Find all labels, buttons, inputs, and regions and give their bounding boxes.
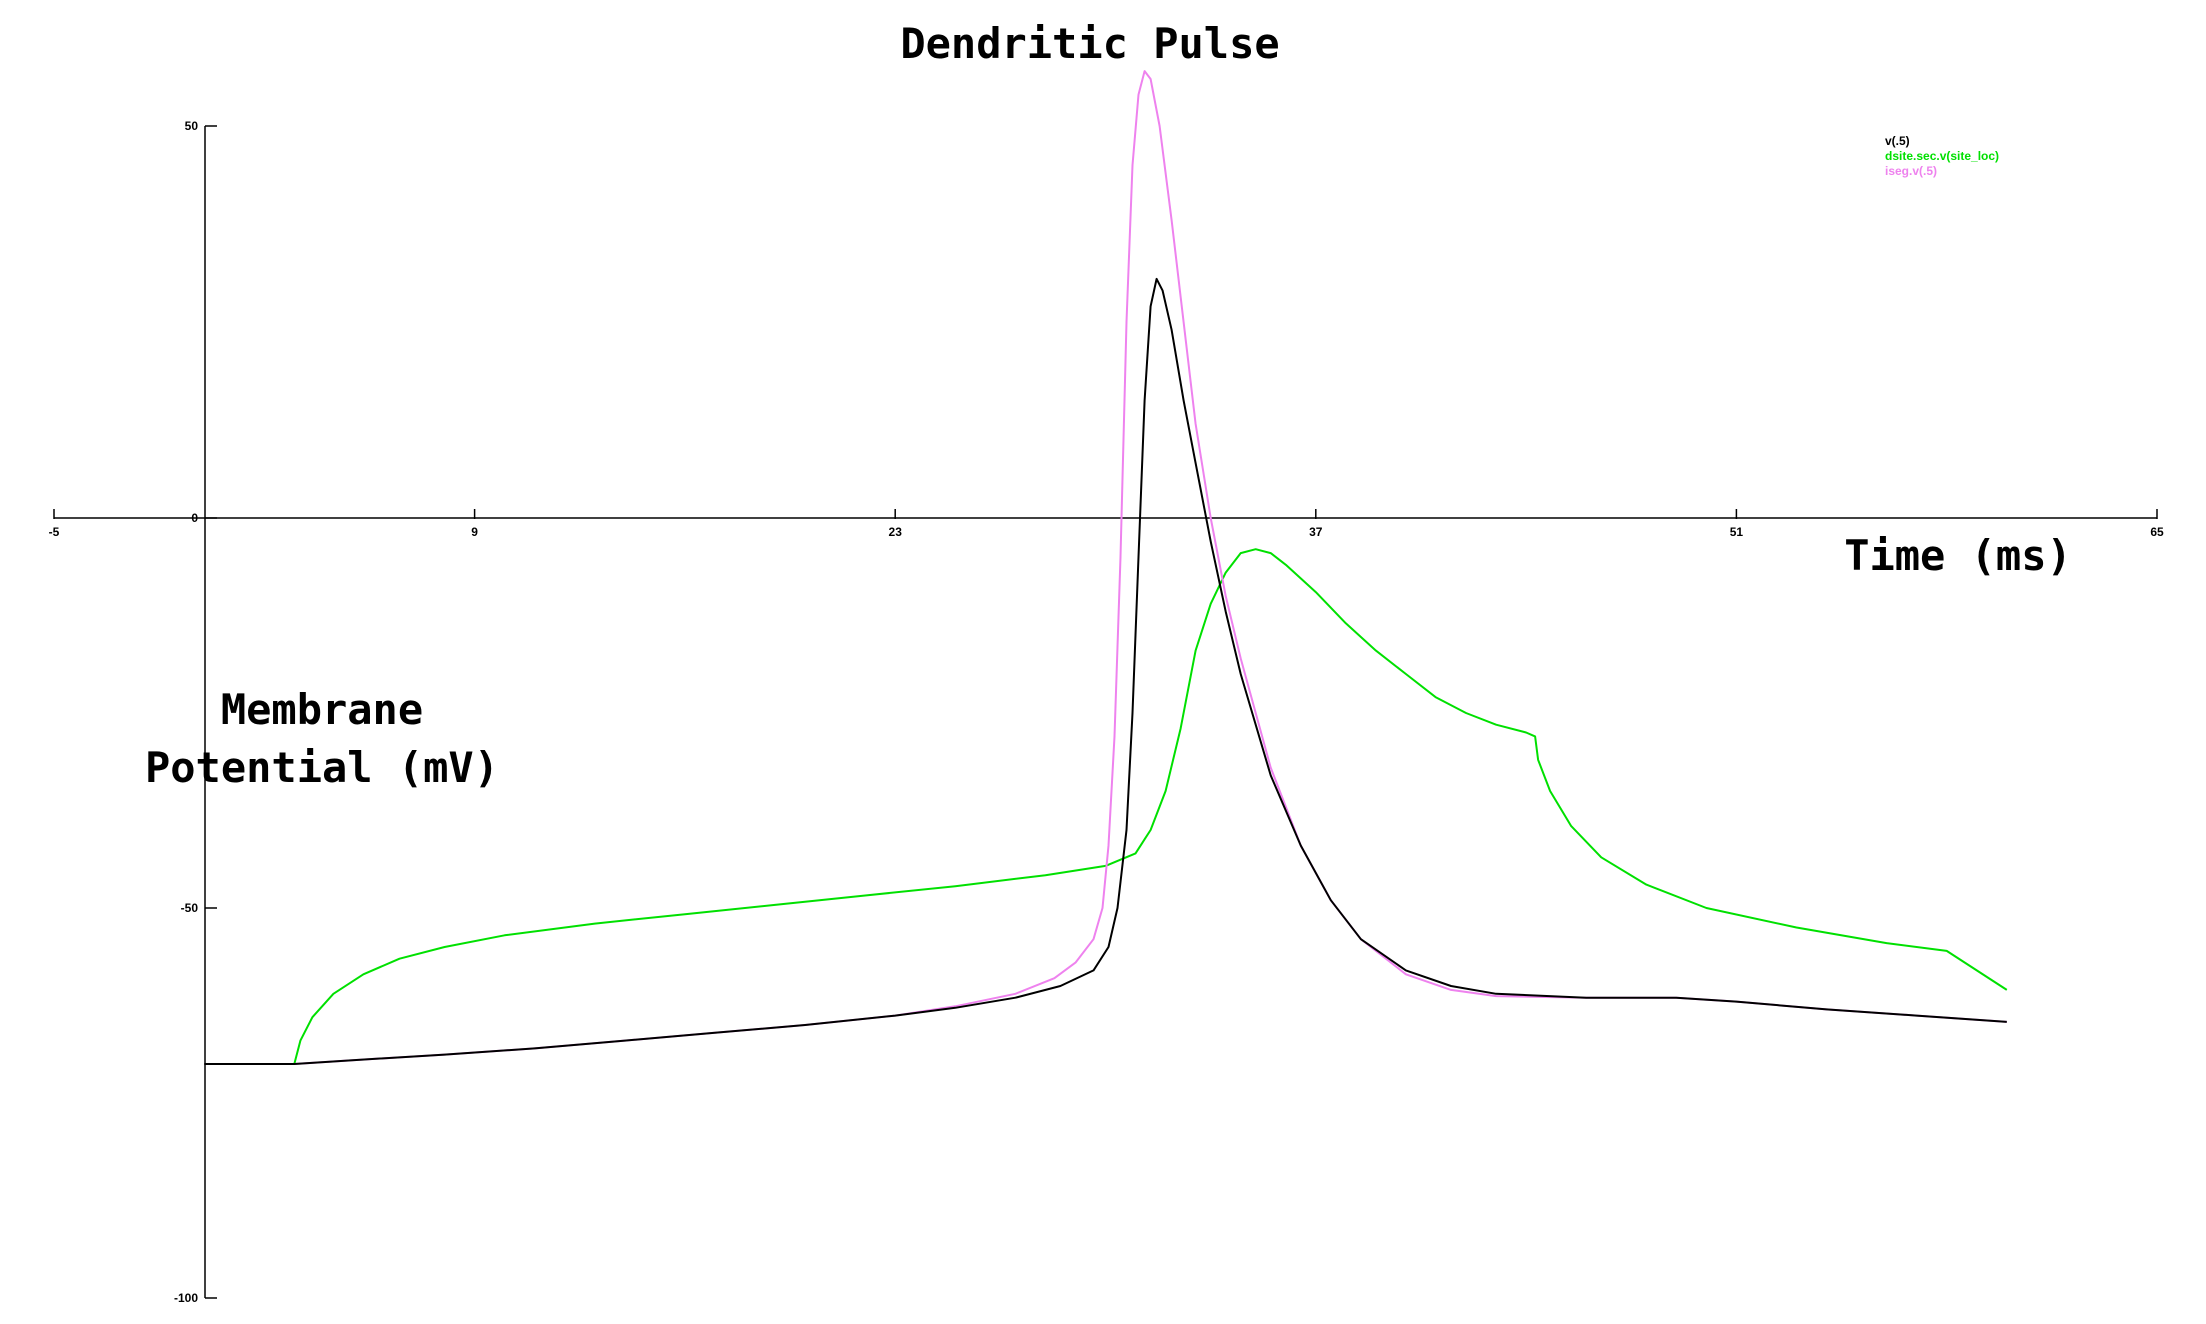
legend: v(.5)dsite.sec.v(site_loc)iseg.v(.5) <box>1885 134 1999 178</box>
series-line-1 <box>204 548 2008 1065</box>
x-tick-label: -5 <box>49 525 60 539</box>
series-layer <box>204 70 2008 1065</box>
y-tick-label: -50 <box>181 901 199 915</box>
x-tick-label: 9 <box>471 525 478 539</box>
y-axis-label-line-2: Potential (mV) <box>145 743 499 792</box>
y-axis-label-line-1: Membrane <box>221 685 423 734</box>
chart-title: Dendritic Pulse <box>900 19 1279 68</box>
legend-entry-0: v(.5) <box>1885 134 1910 148</box>
y-tick-label: 0 <box>191 511 198 525</box>
x-tick-label: 23 <box>889 525 903 539</box>
y-tick-label: -100 <box>174 1291 198 1305</box>
series-line-0 <box>204 277 2007 1065</box>
x-tick-label: 51 <box>1730 525 1744 539</box>
legend-entry-2: iseg.v(.5) <box>1885 164 1937 178</box>
x-axis-label: Time (ms) <box>1844 531 2072 580</box>
x-tick-label: 65 <box>2150 525 2164 539</box>
y-tick-label: 50 <box>185 119 199 133</box>
legend-entry-1: dsite.sec.v(site_loc) <box>1885 149 1999 163</box>
axes: -5 9 23 37 51 65 50 0 -50 -100 <box>49 119 2164 1305</box>
x-tick-label: 37 <box>1309 525 1323 539</box>
